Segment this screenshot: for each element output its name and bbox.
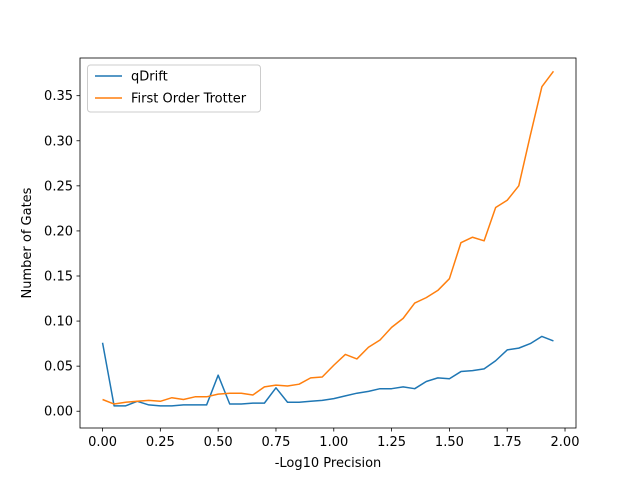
- y-axis-title: Number of Gates: [20, 187, 35, 298]
- legend: qDrift First Order Trotter: [87, 64, 261, 113]
- y-tick-label-0: 0.00: [44, 405, 73, 420]
- plot-area: [80, 58, 576, 428]
- y-tick-label-5: 0.25: [44, 179, 73, 194]
- x-tick-label-5: 1.25: [377, 435, 406, 450]
- legend-box: [87, 64, 261, 113]
- x-tick-label-4: 1.00: [319, 435, 348, 450]
- x-tick-label-8: 2.00: [551, 435, 580, 450]
- y-tick-label-1: 0.05: [44, 360, 73, 375]
- ticks-layer: 0.00 0.25 0.50 0.75 1.00 1.25 1.50 1.75 2.00 0.00…: [44, 89, 579, 450]
- legend-label-1: First Order Trotter: [131, 92, 247, 107]
- series-line-0: [101, 335, 554, 407]
- x-tick-label-0: 0.00: [88, 435, 117, 450]
- x-axis-title: -Log10 Precision: [275, 456, 382, 471]
- y-tick-label-7: 0.35: [44, 89, 73, 104]
- x-tick-label-6: 1.50: [435, 435, 464, 450]
- x-tick-label-3: 0.75: [261, 435, 290, 450]
- y-tick-label-4: 0.20: [44, 224, 73, 239]
- x-tick-label-2: 0.50: [204, 435, 233, 450]
- series-line-1: [102, 70, 555, 405]
- axes-layer: [79, 57, 577, 429]
- y-tick-label-6: 0.30: [44, 134, 73, 149]
- y-tick-label-3: 0.15: [44, 269, 73, 284]
- series-layer: [101, 70, 555, 407]
- x-tick-label-1: 0.25: [146, 435, 175, 450]
- x-tick-label-7: 1.75: [493, 435, 522, 450]
- y-tick-label-2: 0.10: [44, 315, 73, 330]
- legend-label-0: qDrift: [131, 70, 168, 85]
- axes-frame: [79, 57, 577, 429]
